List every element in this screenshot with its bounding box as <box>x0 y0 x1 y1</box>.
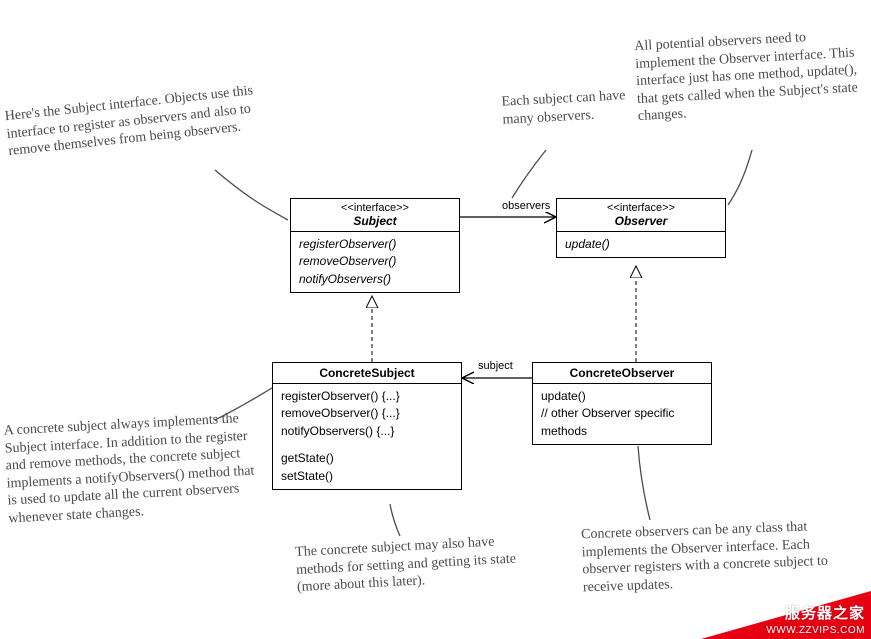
watermark-text: 服务器之家 WWW.ZZVIPS.COM <box>766 606 865 638</box>
uml-subject: <<interface>> Subject registerObserver()… <box>290 198 460 293</box>
watermark-line2: WWW.ZZVIPS.COM <box>766 625 865 636</box>
annotation-concrete-subject: A concrete subject always implements the… <box>3 410 258 528</box>
cs-m5: setState() <box>281 468 453 485</box>
concrete-observer-name: ConcreteObserver <box>539 366 705 380</box>
annot-arrow-3 <box>728 150 752 205</box>
annotation-concrete-observer: Concrete observers can be any class that… <box>581 518 833 597</box>
uml-concrete-observer: ConcreteObserver update() // other Obser… <box>532 362 712 445</box>
annot-arrow-2 <box>512 150 546 198</box>
uml-concrete-subject: ConcreteSubject registerObserver() {...}… <box>272 362 462 490</box>
cs-gap <box>281 440 453 450</box>
subject-m1: removeObserver() <box>299 253 451 270</box>
subject-m2: notifyObservers() <box>299 271 451 288</box>
annot-arrow-6 <box>638 446 650 520</box>
cs-m1: removeObserver() {...} <box>281 405 453 422</box>
subject-name: Subject <box>297 214 453 228</box>
watermark-line1: 服务器之家 <box>785 605 865 622</box>
annot-arrow-5 <box>390 504 400 536</box>
concrete-subject-methods: registerObserver() {...} removeObserver(… <box>273 384 461 489</box>
annotation-observer-interface: All potential observers need to implemen… <box>634 26 870 126</box>
subject-stereotype: <<interface>> <box>297 202 453 214</box>
observer-m0: update() <box>565 236 717 253</box>
concrete-observer-methods: update() // other Observer specific meth… <box>533 384 711 444</box>
observer-stereotype: <<interface>> <box>563 202 719 214</box>
co-m2: methods <box>541 423 703 440</box>
cs-m2: notifyObservers() {...} <box>281 423 453 440</box>
edge-label-subject: subject <box>476 360 515 372</box>
subject-m0: registerObserver() <box>299 236 451 253</box>
cs-m0: registerObserver() {...} <box>281 388 453 405</box>
concrete-subject-name: ConcreteSubject <box>279 366 455 380</box>
subject-methods: registerObserver() removeObserver() noti… <box>291 232 459 292</box>
diagram-stage: <<interface>> Subject registerObserver()… <box>0 0 871 639</box>
co-m0: update() <box>541 388 703 405</box>
cs-m4: getState() <box>281 450 453 467</box>
edge-label-observers: observers <box>500 200 552 212</box>
observer-name: Observer <box>563 214 719 228</box>
annotation-many-observers: Each subject can have many observers. <box>501 86 643 128</box>
watermark: 服务器之家 WWW.ZZVIPS.COM <box>701 591 871 639</box>
observer-methods: update() <box>557 232 725 257</box>
co-m1: // other Observer specific <box>541 405 703 422</box>
uml-observer: <<interface>> Observer update() <box>556 198 726 258</box>
annot-arrow-1 <box>215 170 288 220</box>
